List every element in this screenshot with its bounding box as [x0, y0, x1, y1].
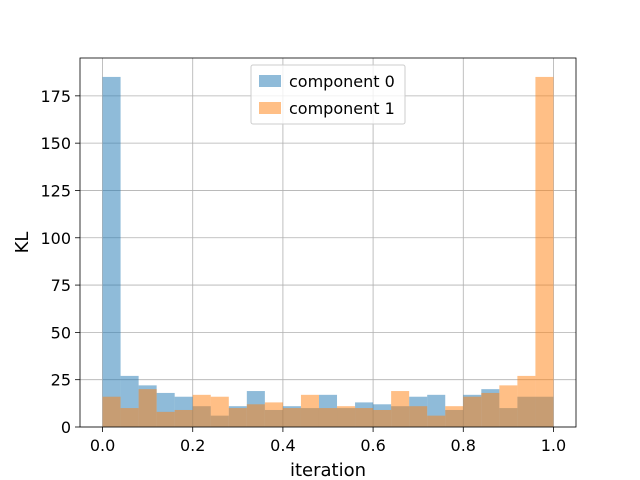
bar-component-1 [391, 391, 410, 427]
x-tick-label: 0.4 [270, 436, 295, 455]
y-tick-label: 75 [51, 276, 71, 295]
bar-component-1 [517, 375, 536, 427]
bar-component-1 [174, 409, 193, 427]
bar-component-1 [535, 76, 554, 427]
bar-component-1 [318, 408, 338, 427]
legend-label-component-1: component 1 [289, 99, 395, 118]
bar-component-1 [282, 408, 301, 427]
bar-component-1 [228, 408, 247, 427]
bar-component-1 [409, 406, 428, 427]
x-tick-label: 0.2 [180, 436, 205, 455]
bar-component-1 [138, 389, 157, 427]
x-axis-ticks: 0.0 0.2 0.4 0.6 0.8 1.0 [90, 427, 566, 455]
bar-component-1 [355, 408, 374, 427]
y-tick-label: 0 [61, 418, 71, 437]
legend-swatch-component-0 [259, 75, 281, 87]
legend-box [250, 64, 406, 125]
x-tick-label: 0.8 [451, 436, 476, 455]
y-tick-label: 175 [40, 87, 71, 106]
bar-component-1 [210, 396, 229, 427]
bar-component-1 [120, 408, 139, 427]
y-tick-label: 50 [51, 323, 71, 342]
y-axis-label: KL [12, 232, 33, 254]
bars [102, 76, 554, 427]
bar-component-0 [102, 76, 121, 427]
y-axis-ticks: 0 25 50 75 100 125 150 175 [40, 87, 80, 437]
bar-component-1 [445, 406, 464, 427]
y-tick-label: 125 [40, 181, 71, 200]
legend-label-component-0: component 0 [289, 72, 395, 91]
bar-component-1 [264, 402, 283, 427]
bar-component-1 [427, 415, 446, 427]
plot-frame [79, 57, 577, 428]
y-tick-label: 100 [40, 229, 71, 248]
x-tick-label: 0.0 [90, 436, 115, 455]
x-tick-label: 0.6 [360, 436, 385, 455]
y-tick-label: 25 [51, 371, 71, 390]
x-axis-label: iteration [290, 460, 366, 480]
bar-component-1 [337, 406, 356, 427]
bar-component-1 [192, 394, 211, 427]
bar-component-1 [481, 392, 500, 427]
bar-component-1 [156, 411, 175, 427]
legend: component 0 component 1 [250, 64, 406, 125]
x-tick-label: 1.0 [541, 436, 566, 455]
legend-swatch-component-1 [259, 102, 281, 114]
y-tick-label: 150 [40, 134, 71, 153]
bar-component-1 [463, 396, 482, 427]
bar-component-1 [499, 385, 518, 427]
bar-component-1 [373, 409, 392, 427]
bar-component-1 [102, 396, 121, 427]
bar-component-1 [246, 404, 265, 427]
bar-component-1 [300, 394, 319, 427]
